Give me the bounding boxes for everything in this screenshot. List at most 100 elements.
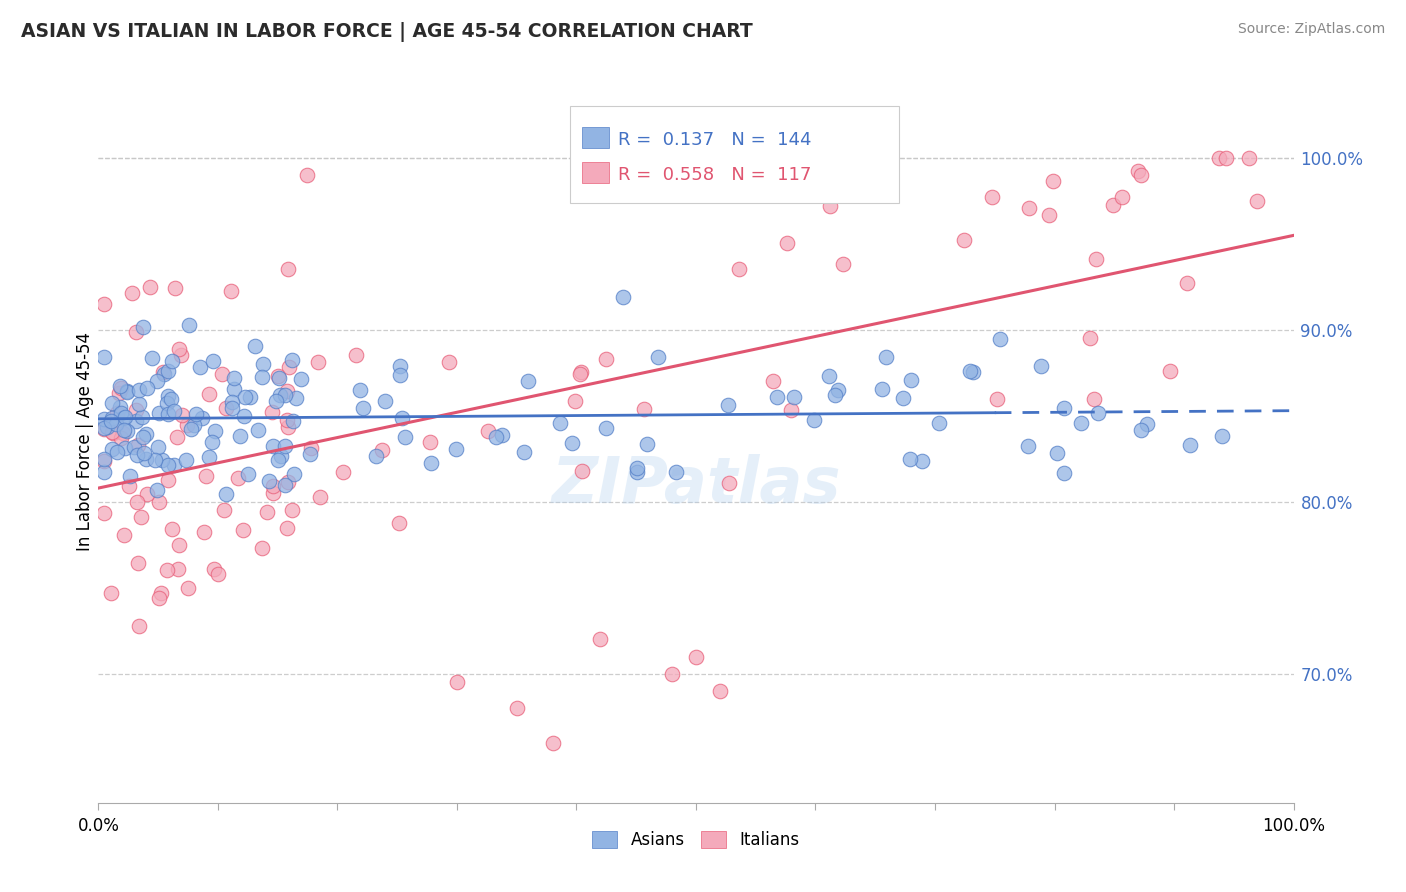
Point bbox=[93, 465, 115, 479]
Point bbox=[107, 385, 129, 400]
Point bbox=[167, 342, 190, 356]
Point bbox=[709, 684, 731, 698]
Point bbox=[100, 396, 122, 410]
Point bbox=[295, 168, 318, 182]
Point bbox=[564, 393, 586, 408]
Point bbox=[437, 355, 460, 369]
Point bbox=[717, 398, 740, 412]
Point bbox=[250, 541, 273, 556]
Point bbox=[283, 467, 305, 481]
Point bbox=[1237, 151, 1260, 165]
Point bbox=[569, 365, 592, 379]
Point bbox=[1246, 194, 1268, 209]
Point bbox=[374, 394, 396, 409]
Point bbox=[776, 235, 799, 250]
Point bbox=[281, 414, 304, 428]
Point bbox=[100, 414, 122, 428]
Point bbox=[101, 442, 124, 456]
Bar bbox=[582, 162, 609, 183]
Point bbox=[900, 373, 922, 387]
Point bbox=[96, 419, 118, 434]
Point bbox=[112, 528, 135, 542]
Point bbox=[105, 406, 128, 420]
Point bbox=[647, 350, 669, 364]
Point bbox=[156, 407, 179, 421]
Point bbox=[485, 430, 508, 444]
Point bbox=[167, 538, 190, 552]
Point bbox=[513, 445, 536, 459]
Point bbox=[446, 675, 468, 690]
Point bbox=[262, 485, 284, 500]
Point bbox=[135, 427, 157, 442]
Point bbox=[388, 359, 411, 374]
Point bbox=[491, 427, 513, 442]
Point bbox=[146, 374, 169, 388]
Point bbox=[243, 339, 266, 353]
Point bbox=[267, 369, 290, 384]
Point bbox=[256, 505, 278, 519]
Point bbox=[101, 425, 124, 440]
Point bbox=[93, 421, 115, 435]
Point bbox=[125, 414, 148, 428]
Point bbox=[160, 354, 183, 368]
Point bbox=[394, 430, 416, 444]
Point bbox=[93, 350, 115, 364]
Point bbox=[125, 448, 148, 462]
Point bbox=[517, 374, 540, 388]
Point bbox=[264, 394, 287, 409]
Point bbox=[274, 477, 297, 491]
Point bbox=[212, 503, 235, 517]
Point bbox=[550, 417, 572, 431]
Point bbox=[728, 261, 751, 276]
Point bbox=[267, 453, 290, 467]
Point bbox=[1070, 416, 1092, 430]
Point bbox=[250, 369, 273, 384]
Point bbox=[141, 351, 163, 365]
Point bbox=[276, 521, 298, 535]
Legend: Asians, Italians: Asians, Italians bbox=[585, 824, 807, 856]
Point bbox=[233, 391, 256, 405]
Point bbox=[177, 582, 200, 596]
Point bbox=[1102, 198, 1125, 212]
Point bbox=[191, 410, 214, 425]
Point bbox=[211, 367, 233, 381]
Point bbox=[101, 410, 124, 425]
Point bbox=[269, 387, 291, 401]
Point bbox=[387, 516, 409, 530]
Point bbox=[364, 449, 387, 463]
Point bbox=[803, 413, 825, 427]
Point bbox=[162, 404, 184, 418]
Text: R =  0.558   N =  117: R = 0.558 N = 117 bbox=[619, 166, 811, 184]
Point bbox=[1159, 364, 1181, 378]
Point bbox=[1215, 151, 1237, 165]
Point bbox=[661, 666, 683, 681]
Point bbox=[166, 562, 188, 576]
Point bbox=[131, 409, 153, 424]
Point bbox=[226, 471, 249, 485]
Point bbox=[818, 368, 841, 383]
Point bbox=[891, 392, 914, 406]
Point bbox=[1053, 401, 1076, 415]
Point bbox=[1046, 445, 1069, 459]
Point bbox=[541, 735, 564, 749]
Point bbox=[962, 365, 984, 379]
Point bbox=[188, 360, 211, 375]
Point bbox=[148, 591, 170, 605]
Point bbox=[444, 442, 467, 457]
Point bbox=[506, 701, 529, 715]
Point bbox=[135, 486, 157, 500]
Point bbox=[1136, 417, 1159, 432]
Point bbox=[274, 439, 297, 453]
Point bbox=[118, 479, 141, 493]
Point bbox=[93, 297, 115, 311]
Text: ASIAN VS ITALIAN IN LABOR FORCE | AGE 45-54 CORRELATION CHART: ASIAN VS ITALIAN IN LABOR FORCE | AGE 45… bbox=[21, 22, 752, 42]
Point bbox=[420, 456, 443, 470]
Point bbox=[146, 483, 169, 497]
Point bbox=[1017, 439, 1039, 453]
Point bbox=[332, 465, 354, 479]
Point bbox=[163, 281, 186, 295]
Point bbox=[262, 405, 284, 419]
Text: ZIPatlas: ZIPatlas bbox=[551, 454, 841, 516]
Point bbox=[352, 401, 374, 415]
Point bbox=[626, 465, 648, 479]
